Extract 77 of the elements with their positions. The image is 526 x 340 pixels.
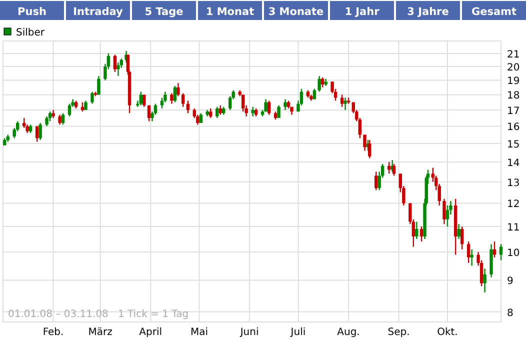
candlestick xyxy=(142,94,146,108)
x-tick-label: April xyxy=(139,327,162,338)
text: 3 Monate xyxy=(268,6,324,18)
candlestick xyxy=(139,91,142,106)
candlestick xyxy=(344,97,347,111)
x-tick-label: Feb. xyxy=(42,327,64,338)
candlestick xyxy=(446,204,450,228)
candlestick xyxy=(35,126,39,142)
text: Intraday xyxy=(73,6,124,18)
x-tick-label: Aug. xyxy=(337,327,360,338)
text: Push xyxy=(18,6,46,18)
candlestick xyxy=(264,98,268,112)
y-tick-label: 10 xyxy=(507,248,520,260)
candlestick xyxy=(173,85,177,103)
candlestick xyxy=(48,110,52,122)
candlestick xyxy=(147,104,151,122)
candlestick xyxy=(216,106,219,119)
x-tick-label: Okt. xyxy=(437,327,458,338)
candlestick xyxy=(470,248,474,266)
candlestick xyxy=(80,102,84,112)
annotation: 01.01.08 – 03.11.08 1 Tick = 1 Tag xyxy=(8,309,189,320)
y-tick-label: 15 xyxy=(507,140,520,151)
y-tick-label: 11 xyxy=(507,222,520,234)
x-tick-label: März xyxy=(88,327,112,338)
candlestick xyxy=(466,240,470,264)
candlestick xyxy=(420,226,424,242)
candlestick xyxy=(181,92,185,108)
candlestick xyxy=(320,76,324,88)
text: 1 Jahr xyxy=(344,6,380,18)
candlestick xyxy=(199,112,202,124)
candlestick xyxy=(58,114,62,126)
candlestick xyxy=(90,91,94,104)
candlestick xyxy=(374,171,378,191)
candlestick xyxy=(415,221,418,240)
y-tick-label: 13 xyxy=(507,178,520,189)
candlestick xyxy=(209,108,212,119)
y-tick-label: 18 xyxy=(507,90,520,102)
x-tick-label: Mai xyxy=(190,327,208,338)
y-tick-label: 21 xyxy=(507,49,520,60)
y-tick-label: 9 xyxy=(507,276,514,288)
candlestick xyxy=(116,62,120,77)
candlestick xyxy=(241,94,245,112)
candlestick xyxy=(176,82,180,97)
x-tick-label: Juni xyxy=(239,327,259,338)
text: 1 Monat xyxy=(206,6,254,18)
candlestick xyxy=(267,100,271,116)
candlestick xyxy=(68,103,72,117)
candlestick xyxy=(170,92,174,104)
text: Gesamt xyxy=(471,6,517,18)
candlestick xyxy=(186,100,190,114)
y-tick-label: 19 xyxy=(507,76,520,88)
candlestick xyxy=(45,116,48,127)
y-tick-label: 14 xyxy=(507,158,520,169)
legend-label: Silber xyxy=(16,28,46,38)
y-tick-label: 8 xyxy=(507,308,514,319)
y-tick-label: 12 xyxy=(507,199,520,210)
text: 3 Jahre xyxy=(407,6,449,18)
candlestick xyxy=(442,198,446,225)
y-tick-label: 20 xyxy=(507,62,520,74)
y-tick-label: 17 xyxy=(507,106,520,118)
candlestick xyxy=(340,94,344,108)
candlestick xyxy=(483,268,486,294)
candlestick xyxy=(499,244,503,261)
candlestick xyxy=(251,106,254,117)
candlestick xyxy=(38,122,42,141)
candlestick xyxy=(284,98,287,111)
candlestick xyxy=(318,75,321,92)
y-tick-label: 16 xyxy=(507,122,520,134)
candlestick xyxy=(61,112,65,126)
x-tick-label: Juli xyxy=(290,327,306,338)
candlestick xyxy=(457,224,460,240)
candlestick xyxy=(113,54,117,73)
text: 5 Tage xyxy=(144,6,184,18)
candlestick xyxy=(460,226,464,250)
candlestick xyxy=(97,75,100,96)
x-tick-label: Sep. xyxy=(388,327,410,338)
candlestick xyxy=(277,104,280,119)
